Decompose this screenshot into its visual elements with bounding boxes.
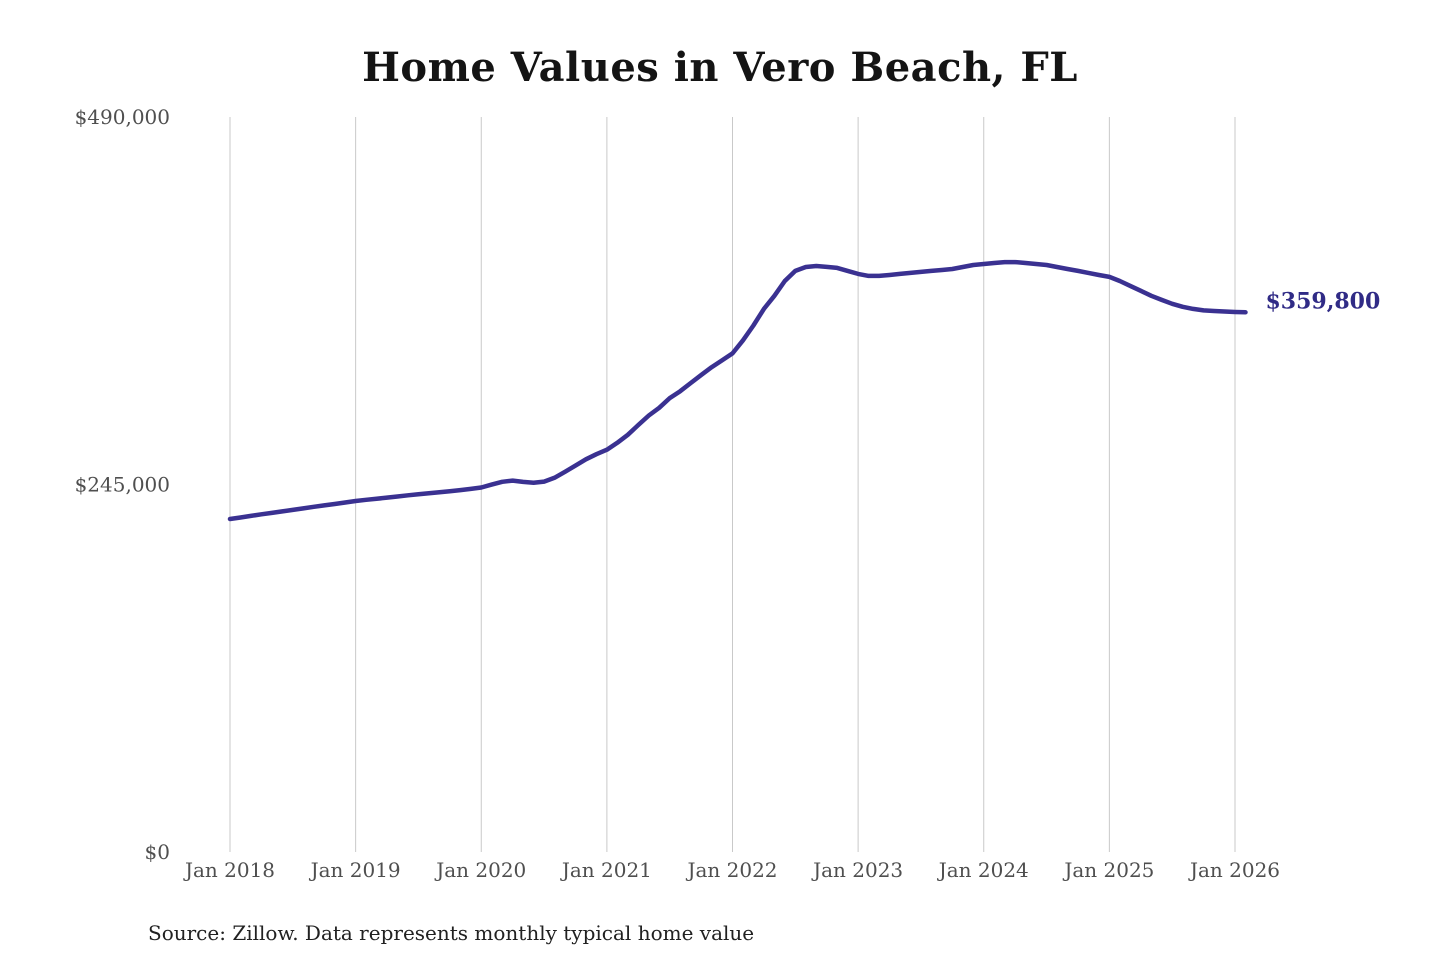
x-tick-label: Jan 2024 [937, 858, 1029, 882]
x-tick-label: Jan 2019 [309, 858, 401, 882]
x-tick-label: Jan 2018 [183, 858, 275, 882]
end-value-label: $359,800 [1265, 288, 1380, 314]
y-tick-label: $245,000 [75, 473, 170, 497]
source-note: Source: Zillow. Data represents monthly … [148, 921, 755, 945]
x-tick-label: Jan 2020 [434, 858, 526, 882]
x-tick-label: Jan 2021 [560, 858, 652, 882]
y-tick-label: $490,000 [75, 105, 170, 129]
x-tick-label: Jan 2023 [811, 858, 903, 882]
home-value-line [227, 259, 1248, 522]
x-tick-label: Jan 2026 [1188, 858, 1280, 882]
x-tick-label: Jan 2025 [1062, 858, 1154, 882]
y-tick-label: $0 [145, 840, 170, 864]
x-tick-label: Jan 2022 [685, 858, 777, 882]
chart-title: Home Values in Vero Beach, FL [362, 44, 1078, 91]
